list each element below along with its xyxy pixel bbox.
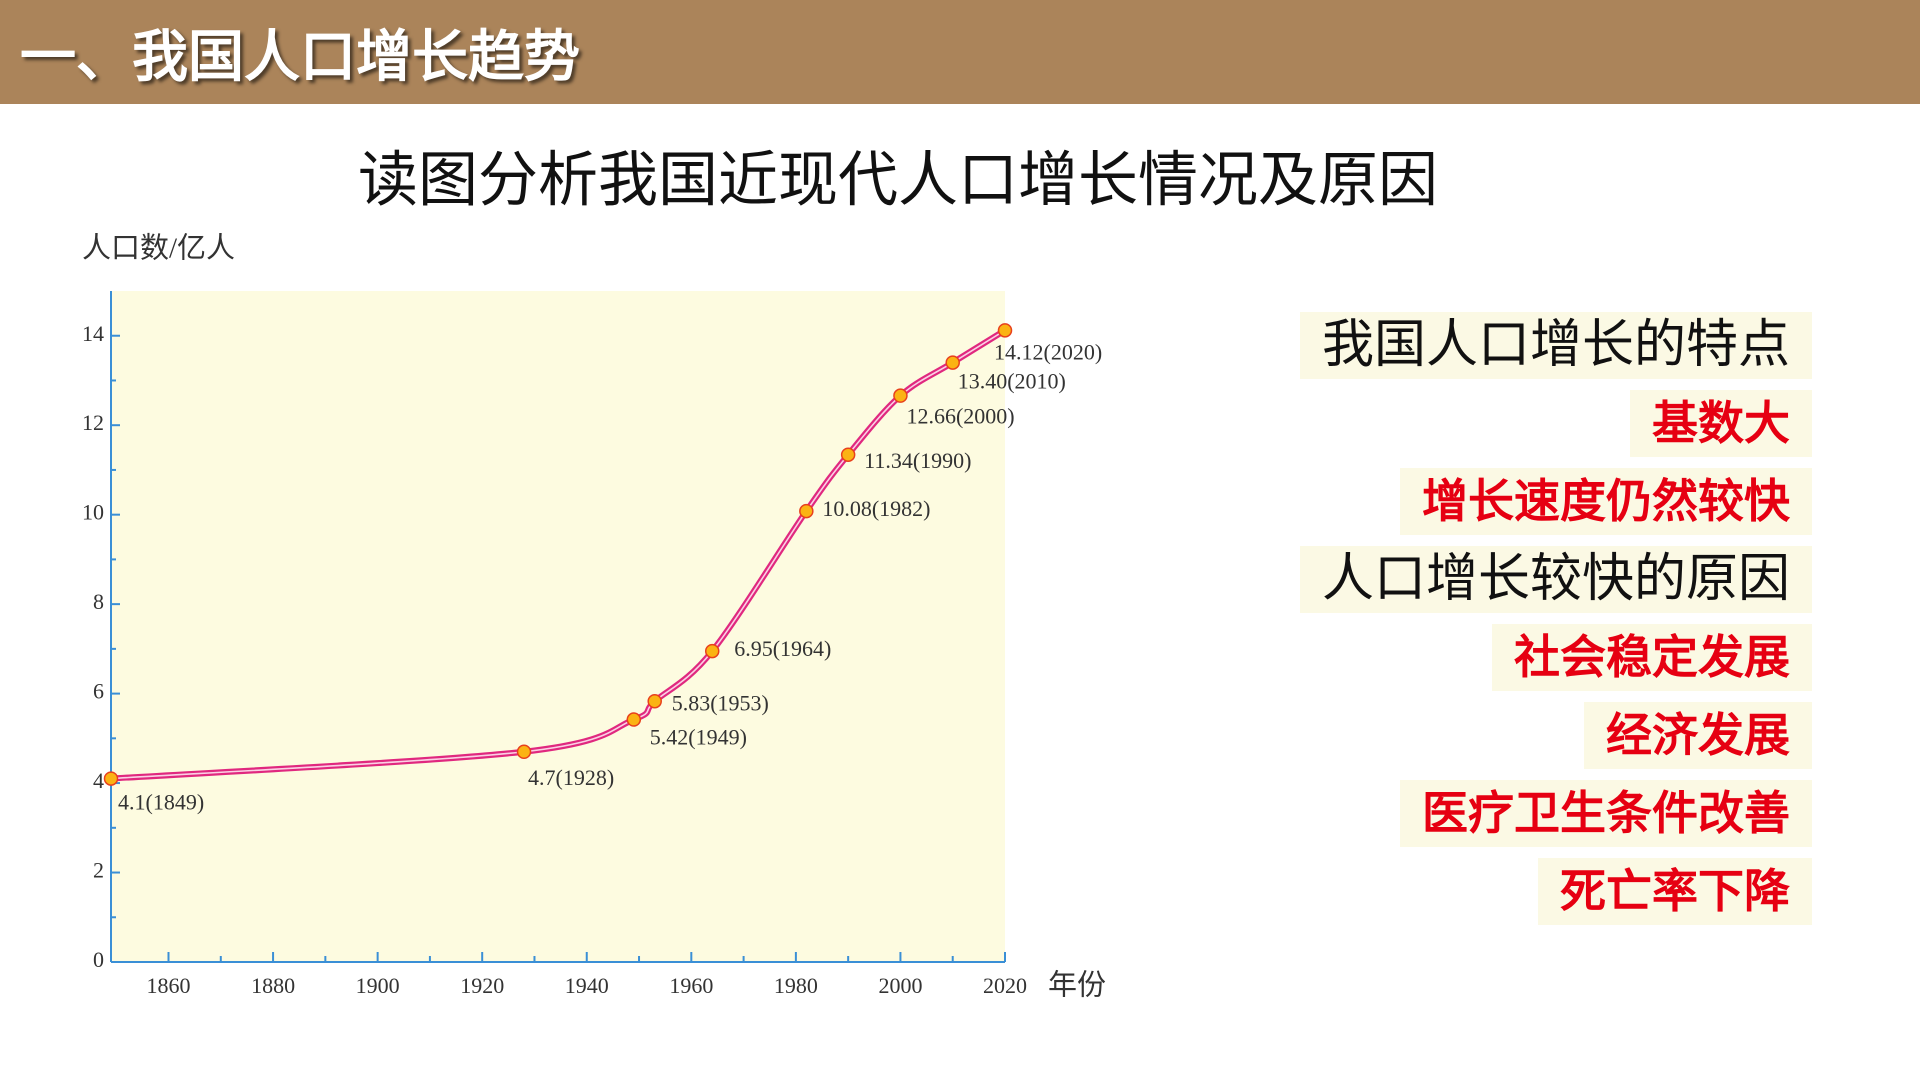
section-item: 基数大 bbox=[1630, 390, 1812, 457]
header-bar: 一、我国人口增长趋势 bbox=[0, 0, 1920, 104]
x-tick-label: 1860 bbox=[147, 973, 191, 998]
data-point bbox=[945, 355, 960, 370]
x-tick-label: 1920 bbox=[460, 973, 504, 998]
section-item: 医疗卫生条件改善 bbox=[1400, 780, 1812, 847]
data-label: 11.34(1990) bbox=[864, 448, 971, 473]
x-tick-label: 2000 bbox=[878, 973, 922, 998]
y-tick-label: 0 bbox=[93, 947, 104, 972]
section-item: 社会稳定发展 bbox=[1492, 624, 1812, 691]
data-label: 14.12(2020) bbox=[994, 339, 1102, 364]
y-tick-label: 8 bbox=[93, 589, 104, 614]
x-tick-label: 1960 bbox=[669, 973, 713, 998]
data-point bbox=[647, 693, 662, 709]
data-label: 5.42(1949) bbox=[650, 725, 747, 750]
y-tick-label: 6 bbox=[93, 679, 104, 704]
y-tick-label: 14 bbox=[82, 321, 104, 346]
data-label: 10.08(1982) bbox=[822, 496, 930, 521]
plot-area bbox=[111, 291, 1005, 962]
section-item: 增长速度仍然较快 bbox=[1400, 468, 1812, 535]
data-point bbox=[799, 503, 814, 519]
data-label: 5.83(1953) bbox=[672, 690, 769, 715]
x-axis-label: 年份 bbox=[1048, 969, 1106, 1002]
x-tick-label: 1880 bbox=[251, 973, 295, 998]
data-label: 6.95(1964) bbox=[734, 636, 831, 661]
data-point bbox=[704, 643, 720, 659]
data-label: 13.40(2010) bbox=[958, 369, 1066, 394]
y-tick-label: 2 bbox=[93, 858, 104, 883]
y-tick-label: 4 bbox=[93, 768, 104, 793]
data-point bbox=[840, 447, 856, 462]
data-point bbox=[626, 712, 642, 727]
x-tick-label: 1940 bbox=[565, 973, 609, 998]
data-point bbox=[893, 388, 908, 403]
section-item: 经济发展 bbox=[1584, 702, 1812, 769]
section-heading: 人口增长较快的原因 bbox=[1299, 546, 1812, 613]
chart-title: 读图分析我国近现代人口增长情况及原因 bbox=[358, 146, 1438, 216]
data-label: 4.1(1849) bbox=[118, 790, 204, 815]
data-point bbox=[516, 744, 532, 760]
side-panel: 我国人口增长的特点基数大增长速度仍然较快人口增长较快的原因社会稳定发展经济发展医… bbox=[1299, 312, 1812, 925]
y-axis-label: 人口数/亿人 bbox=[82, 232, 235, 265]
data-point bbox=[997, 323, 1013, 338]
x-tick-label: 1980 bbox=[774, 973, 818, 998]
y-tick-label: 10 bbox=[82, 500, 104, 525]
y-tick-label: 12 bbox=[82, 410, 104, 435]
data-point bbox=[103, 771, 119, 786]
data-label: 12.66(2000) bbox=[906, 404, 1014, 429]
x-tick-label: 1900 bbox=[356, 973, 400, 998]
x-tick-label: 2020 bbox=[983, 973, 1027, 998]
section-item: 死亡率下降 bbox=[1538, 858, 1812, 925]
header-title: 一、我国人口增长趋势 bbox=[20, 25, 580, 90]
data-label: 4.7(1928) bbox=[528, 765, 614, 790]
section-heading: 我国人口增长的特点 bbox=[1299, 312, 1812, 379]
